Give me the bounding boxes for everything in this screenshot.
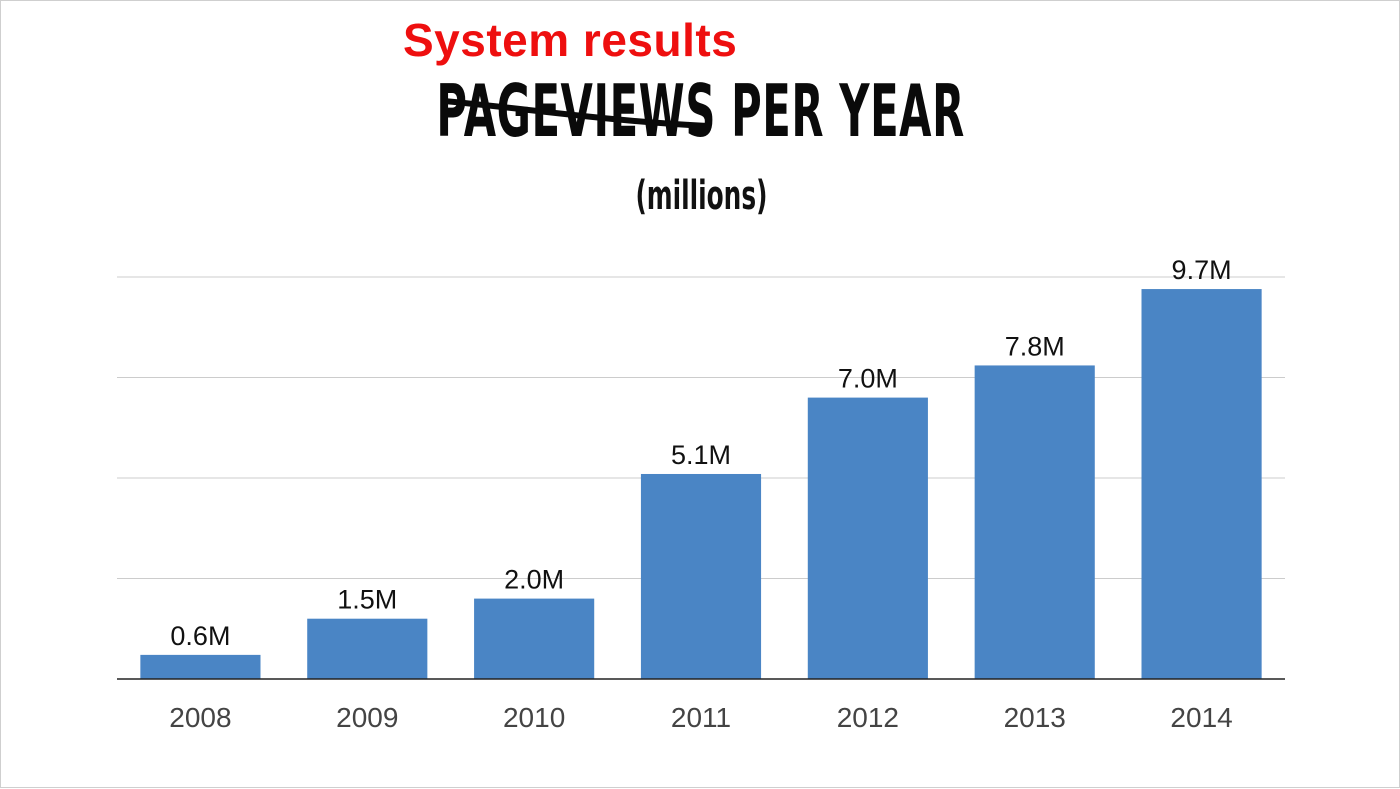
- x-tick-label-2009: 2009: [336, 702, 398, 733]
- data-label-2013: 7.8M: [1005, 331, 1065, 361]
- data-label-2014: 9.7M: [1172, 255, 1232, 285]
- chart-subtitle: (millions): [635, 173, 767, 219]
- bar-2011: [640, 473, 762, 679]
- handwritten-annotation: System results: [403, 14, 738, 66]
- data-label-2009: 1.5M: [337, 585, 397, 615]
- chart-title: PAGEVIEWS PER YEAR: [1, 69, 1400, 153]
- x-tick-label-2012: 2012: [837, 702, 899, 733]
- bar-2013: [974, 365, 1095, 679]
- data-label-2012: 7.0M: [838, 364, 898, 394]
- bar-2010: [474, 598, 595, 679]
- x-tick-label-2010: 2010: [503, 702, 565, 733]
- strikethrough-mark: [437, 69, 717, 153]
- x-tick-label-2008: 2008: [169, 702, 231, 733]
- bar-2009: [307, 618, 428, 679]
- data-label-2008: 0.6M: [170, 621, 230, 651]
- x-tick-label-2013: 2013: [1004, 702, 1066, 733]
- bar-2008: [140, 654, 261, 679]
- data-label-2011: 5.1M: [671, 440, 731, 470]
- bar-2014: [1141, 289, 1262, 679]
- bar-2012: [807, 397, 928, 679]
- x-tick-label-2011: 2011: [671, 702, 731, 733]
- title-struck-text: PAGEVIEWS: [436, 69, 717, 153]
- struck-title-word: PAGEVIEWS: [437, 69, 717, 153]
- data-label-2010: 2.0M: [504, 565, 564, 595]
- title-rest-text: PER YEAR: [731, 69, 966, 153]
- x-tick-label-2014: 2014: [1170, 702, 1232, 733]
